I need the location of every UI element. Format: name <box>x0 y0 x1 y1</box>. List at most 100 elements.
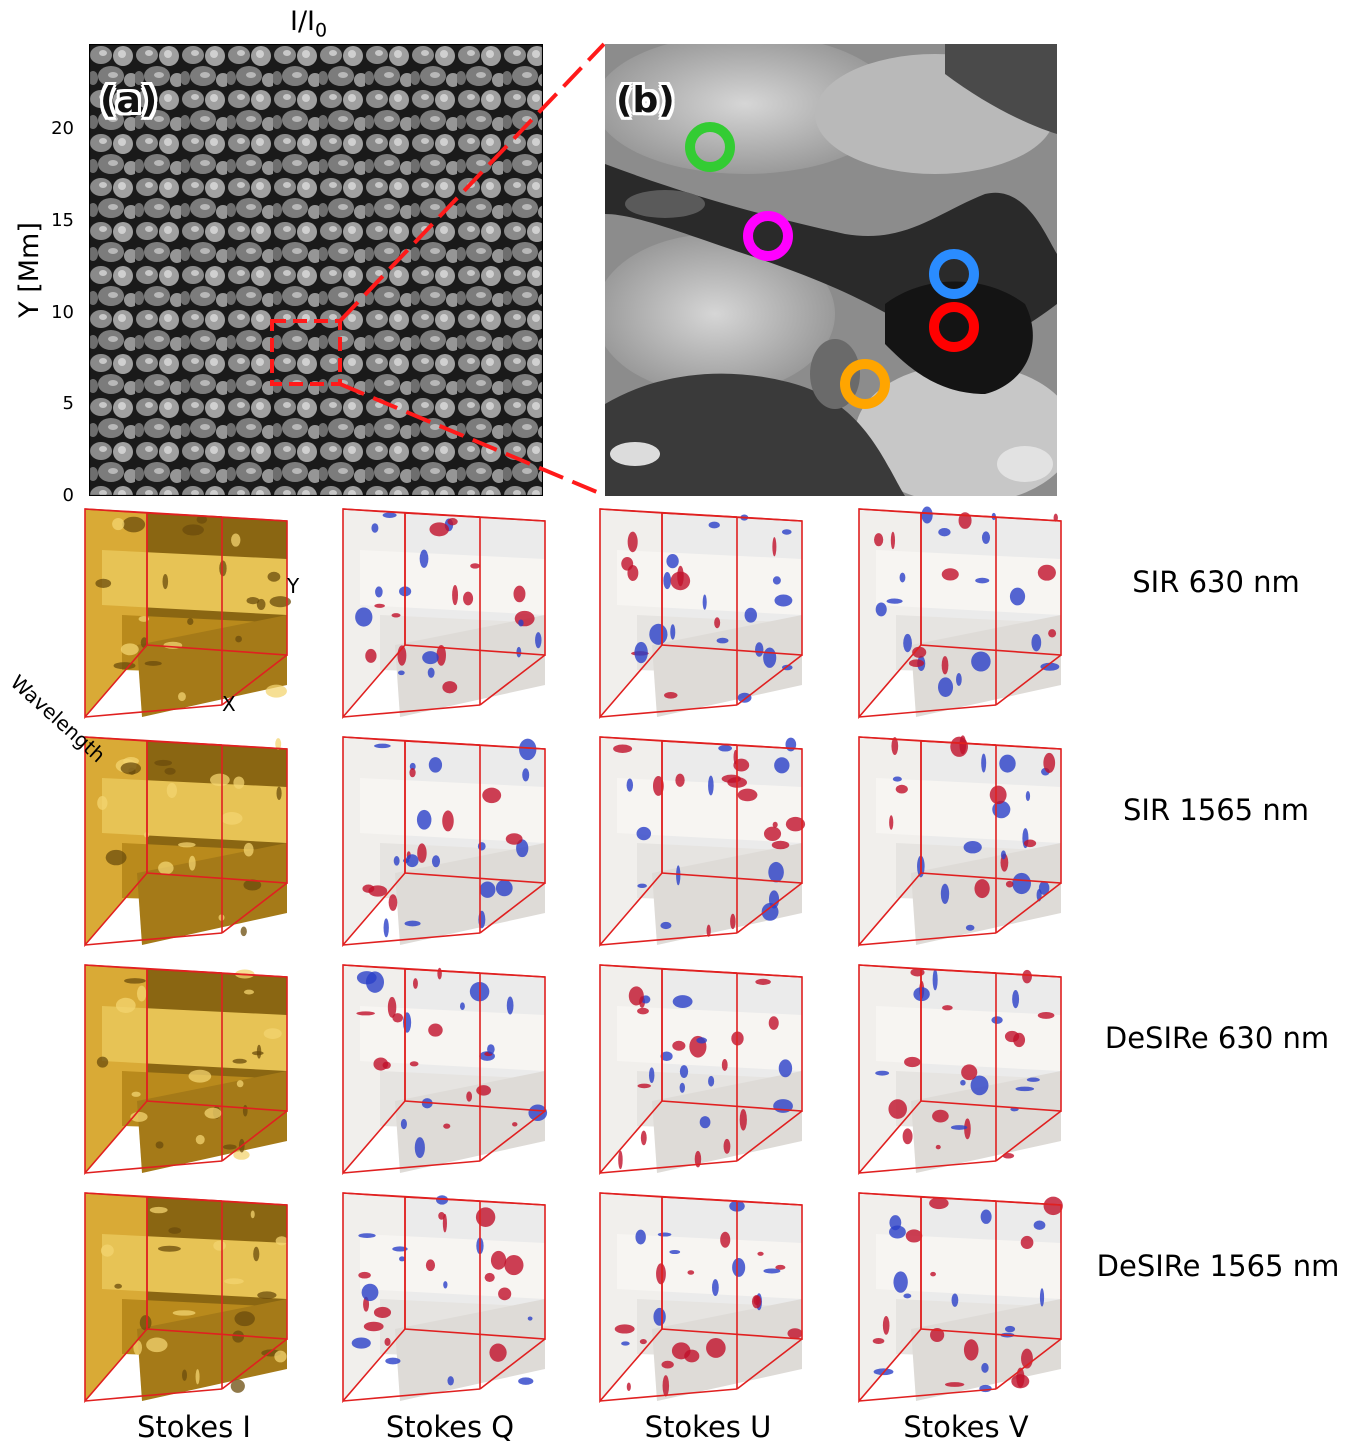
cube-texture-blob <box>387 996 397 1018</box>
cube-texture-blob <box>751 1294 762 1309</box>
cube-texture-blob <box>882 1315 890 1335</box>
cube-texture-blob <box>131 1091 141 1097</box>
cube-texture-blob <box>772 537 777 557</box>
marker-green <box>685 122 735 172</box>
cube-texture-blob <box>1012 872 1031 895</box>
panel-a-title: I/I0 <box>290 6 327 41</box>
cube-texture-blob <box>459 1002 465 1011</box>
cube-texture-blob <box>1015 1086 1035 1092</box>
cube-texture-blob <box>721 1059 728 1071</box>
column-label: Stokes V <box>903 1410 1029 1444</box>
cube-texture-blob <box>164 767 176 775</box>
cube-texture-blob <box>768 861 784 883</box>
stokes-cube <box>599 1192 803 1404</box>
cube-texture-blob <box>133 1340 143 1355</box>
cube-step-top <box>360 550 545 615</box>
cube-texture-blob <box>470 563 480 569</box>
marker-red <box>929 302 979 352</box>
cube-texture-blob <box>363 1321 384 1332</box>
cube-texture-blob <box>513 585 526 603</box>
cube-texture-blob <box>694 1150 702 1168</box>
cube-texture-blob <box>362 884 375 893</box>
cube-texture-blob <box>1000 850 1006 860</box>
cube-step-top <box>102 1234 287 1299</box>
cube-texture-blob <box>1020 1235 1034 1249</box>
cube-texture-blob <box>888 1099 907 1119</box>
cube-texture-blob <box>679 1082 685 1093</box>
cube-texture-blob <box>490 1250 507 1270</box>
cube-texture-blob <box>115 997 136 1013</box>
cube-texture-blob <box>429 522 450 537</box>
row-label: DeSIRe 1565 nm <box>1096 1249 1340 1283</box>
cube-texture-blob <box>155 1141 164 1149</box>
cube-texture-blob <box>231 533 241 547</box>
cube-texture-blob <box>628 986 644 1006</box>
stokes-cube <box>599 508 803 720</box>
cube-texture-blob <box>768 1016 779 1030</box>
cube-texture-blob <box>895 784 908 794</box>
cube-texture-blob <box>675 773 685 787</box>
cube-texture-blob <box>436 1195 449 1205</box>
cube-wireframe <box>84 1192 288 1404</box>
cube-texture-blob <box>903 1293 912 1299</box>
cube-texture-blob <box>991 1016 1003 1024</box>
cube-texture-blob <box>676 865 681 886</box>
cube-texture-blob <box>182 524 204 536</box>
cube-texture-blob <box>763 1268 781 1274</box>
cube-texture-blob <box>771 840 790 850</box>
cube-texture-blob <box>626 1382 631 1392</box>
stokes-cube <box>342 736 546 948</box>
cube-step-top <box>876 1006 1061 1071</box>
cube-texture-blob <box>1037 564 1056 581</box>
cube-texture-blob <box>535 632 542 649</box>
cube-texture-blob <box>1012 990 1020 1009</box>
cube-texture-blob <box>1039 1288 1045 1307</box>
panel-a-title-main: I/I <box>290 6 316 37</box>
cube-wireframe <box>858 508 1062 720</box>
cube-texture-blob <box>172 1310 196 1316</box>
cube-step-low <box>395 843 545 945</box>
cube-texture-blob <box>941 568 959 581</box>
cube-texture-blob <box>775 1264 786 1270</box>
cube-texture-blob <box>112 517 125 531</box>
stokes-cube <box>858 964 1062 1176</box>
cube-texture-blob <box>720 1231 731 1248</box>
cube-texture-blob <box>970 1075 989 1096</box>
cube-wireframe <box>84 736 288 948</box>
cube-wireframe <box>342 964 546 1176</box>
cube-texture-blob <box>1004 1030 1020 1043</box>
cube-texture-blob <box>442 810 454 832</box>
cube-texture-blob <box>938 528 951 537</box>
cube-texture-blob <box>489 1343 507 1362</box>
cube-texture-blob <box>971 651 991 672</box>
stokes-cube <box>342 964 548 1176</box>
cube-texture-blob <box>253 1246 260 1262</box>
cube-texture-blob <box>419 549 429 568</box>
cube-texture-blob <box>889 1225 906 1239</box>
cube-texture-blob <box>938 677 954 697</box>
cube-texture-blob <box>146 1337 168 1353</box>
cube-texture-blob <box>265 684 287 698</box>
cube-texture-blob <box>785 816 806 832</box>
cube-texture-blob <box>639 1338 647 1345</box>
cube-texture-blob <box>139 1315 152 1331</box>
cube-texture-blob <box>657 1232 672 1237</box>
cube-texture-blob <box>1025 790 1031 802</box>
cube-wireframe <box>84 964 288 1176</box>
cube-texture-blob <box>195 1134 205 1145</box>
cube-texture-blob <box>475 1207 496 1227</box>
cube-texture-blob <box>195 1369 200 1385</box>
cube-texture-blob <box>1009 587 1026 606</box>
cube-left-face <box>85 1193 147 1401</box>
cube-step-low <box>652 1299 802 1401</box>
cube-texture-blob <box>416 809 432 830</box>
cube-step-low <box>395 615 545 717</box>
cube-texture-blob <box>1043 752 1056 773</box>
cube-texture-blob <box>365 648 377 663</box>
cube-texture-blob <box>221 811 243 825</box>
cube-texture-blob <box>358 1271 371 1279</box>
cube-texture-blob <box>708 1075 715 1087</box>
cube-texture-blob <box>409 767 416 778</box>
cube-texture-blob <box>403 858 410 863</box>
cube-texture-blob <box>384 1337 391 1346</box>
